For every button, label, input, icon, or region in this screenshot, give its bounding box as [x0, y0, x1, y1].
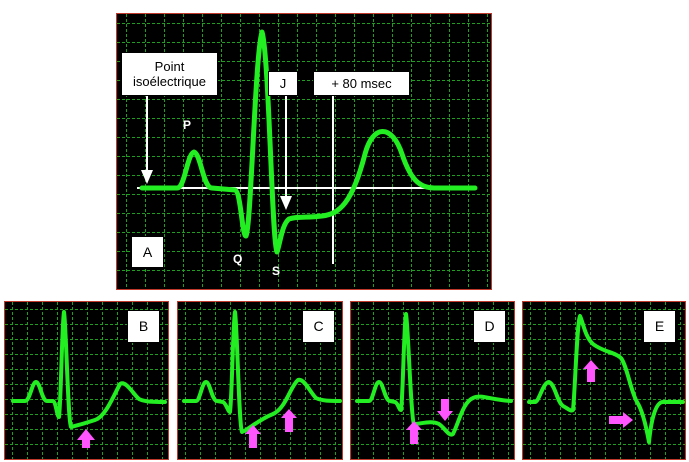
down-arrow-icon: [437, 399, 453, 421]
ecg-panel-e: E: [522, 301, 686, 460]
q-wave-label: Q: [233, 252, 243, 266]
ecg-panel-a-svg: [117, 14, 491, 289]
panel-letter-c: C: [302, 310, 335, 343]
ecg-panel-c-svg: [178, 302, 342, 459]
iso-arrow-head: [141, 170, 153, 184]
up-arrow-icon: [281, 409, 297, 432]
p-wave-label: P: [183, 118, 192, 132]
grid: [178, 302, 342, 459]
ecg-trace-d: [355, 312, 513, 437]
panel-letter-b: B: [127, 310, 160, 343]
up-arrow-icon: [245, 425, 261, 448]
ecg-panel-d-svg: [351, 302, 514, 459]
panel-letter-e: E: [643, 310, 676, 343]
panel-letter-a: A: [131, 236, 164, 268]
ecg-trace-e: [527, 314, 685, 444]
up-arrow-icon: [406, 421, 422, 444]
point-isoelectrique-label: Point isoélectrique: [121, 52, 218, 96]
panel-letter-d: D: [473, 310, 506, 343]
s-wave-label: S: [272, 264, 281, 278]
j-label: J: [268, 71, 298, 96]
ecg-trace-b: [11, 310, 167, 429]
msec-label: + 80 msec: [313, 71, 410, 96]
up-arrow-icon: [583, 360, 599, 382]
up-arrow-icon: [77, 429, 95, 448]
ecg-trace-c: [182, 310, 342, 434]
ecg-trace-a: [139, 29, 478, 255]
ecg-panel-b: B: [4, 301, 169, 460]
ecg-panel-a: Point isoélectrique J + 80 msec A P Q S: [116, 13, 492, 290]
ecg-panel-c: C: [177, 301, 343, 460]
ecg-panel-d: D: [350, 301, 515, 460]
right-arrow-icon: [609, 412, 633, 428]
j-arrow-head: [280, 196, 292, 210]
grid: [117, 14, 491, 289]
